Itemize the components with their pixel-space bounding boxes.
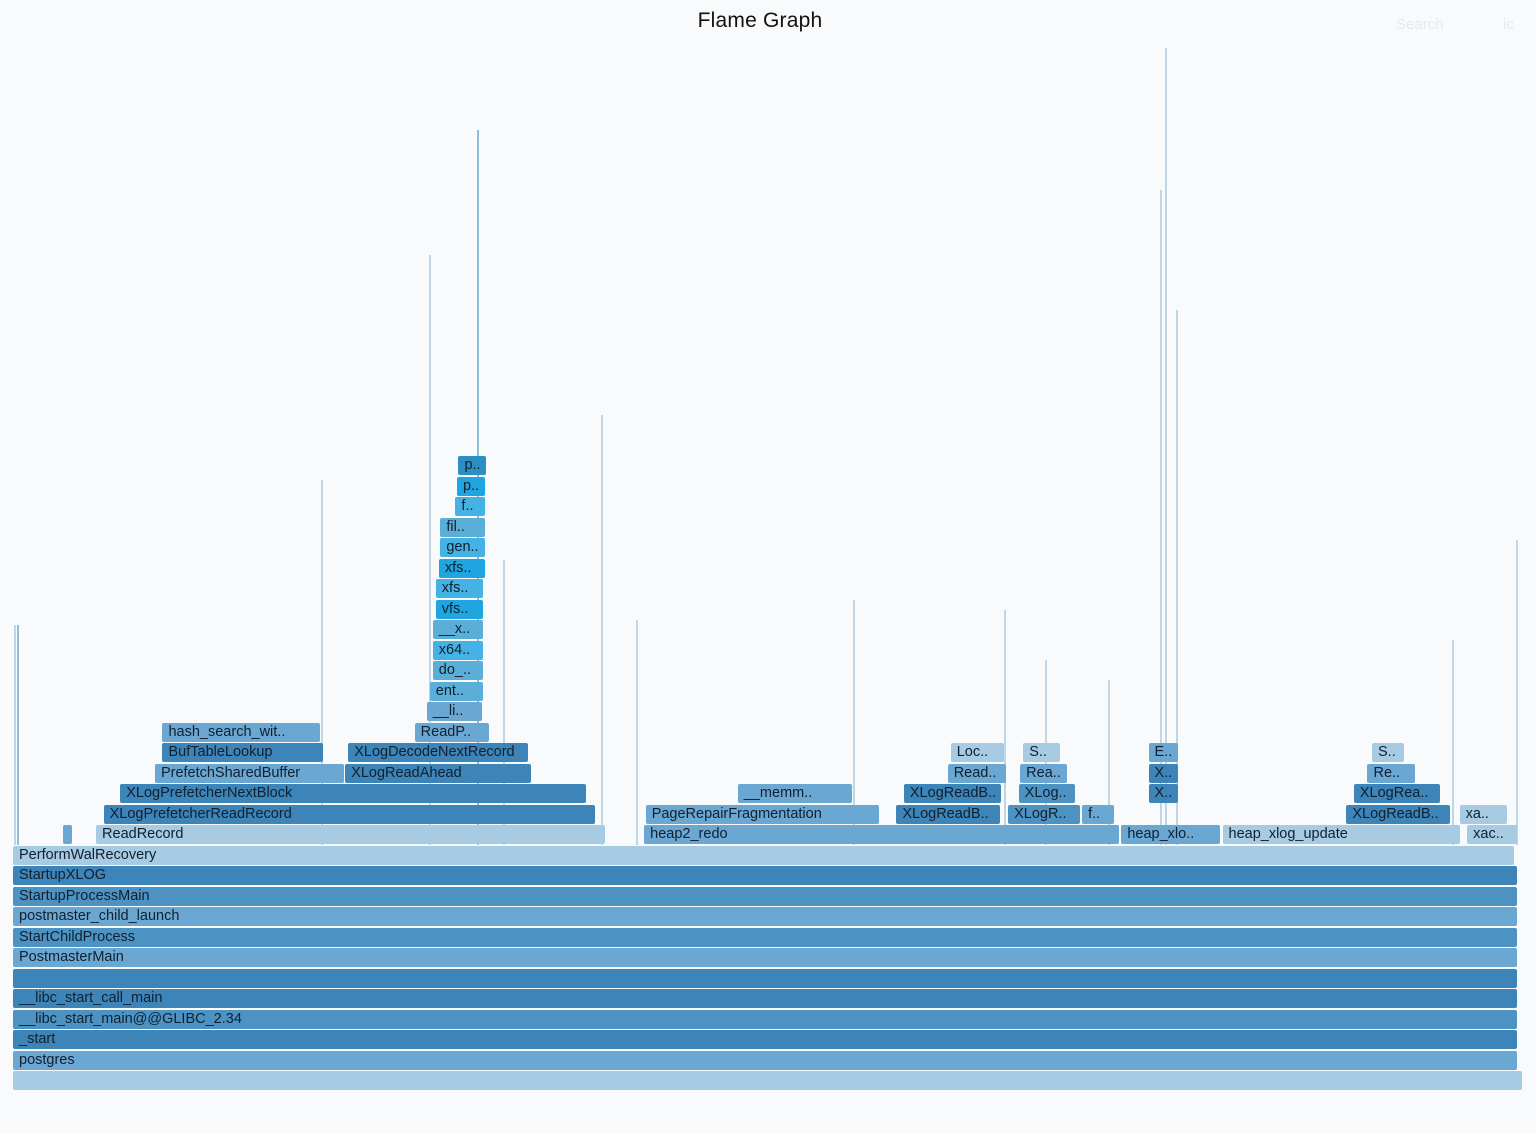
flame-frame[interactable]: XLogReadB.. bbox=[903, 784, 1002, 803]
flame-frame[interactable]: __libc_start_main@@GLIBC_2.34 bbox=[13, 1009, 1518, 1029]
flame-frame[interactable]: XLogRea.. bbox=[1353, 784, 1441, 803]
flame-frame[interactable]: __li.. bbox=[426, 702, 482, 721]
narrow-frame-column bbox=[853, 600, 855, 845]
flame-frame[interactable]: hash_search_wit.. bbox=[162, 722, 321, 742]
flame-frame[interactable]: ReadRecord bbox=[96, 825, 606, 844]
narrow-frame-column bbox=[636, 620, 638, 845]
flame-frame[interactable]: __x.. bbox=[432, 620, 484, 639]
flame-frame[interactable]: Read.. bbox=[947, 763, 1006, 783]
flame-frame[interactable]: xfs.. bbox=[438, 558, 485, 578]
flame-frame[interactable]: x64.. bbox=[432, 640, 484, 660]
narrow-frame-column bbox=[17, 625, 19, 845]
flame-frame[interactable]: PrefetchSharedBuffer bbox=[154, 763, 345, 783]
flame-frame[interactable]: XLogR.. bbox=[1008, 804, 1080, 824]
narrow-frame-column bbox=[14, 625, 16, 845]
flame-frame[interactable]: f.. bbox=[455, 497, 485, 516]
flame-frame[interactable]: f.. bbox=[1082, 804, 1115, 824]
flame-frame[interactable]: StartChildProcess bbox=[13, 927, 1518, 947]
flame-frame[interactable]: __memm.. bbox=[737, 784, 852, 803]
narrow-frame-column bbox=[1516, 540, 1518, 845]
flame-frame[interactable]: StartupProcessMain bbox=[13, 886, 1518, 906]
flame-frame[interactable]: heap2_redo bbox=[644, 825, 1119, 844]
narrow-frame-column bbox=[601, 415, 603, 845]
flame-frame[interactable]: gen.. bbox=[440, 538, 485, 557]
flame-frame[interactable]: XLog.. bbox=[1018, 784, 1076, 803]
narrow-frame-column bbox=[1004, 610, 1006, 845]
flame-frame[interactable] bbox=[13, 1071, 1522, 1090]
flame-frame[interactable]: vfs.. bbox=[435, 599, 484, 619]
ignore-case-toggle[interactable]: ic bbox=[1503, 16, 1514, 33]
flame-frame[interactable]: Loc.. bbox=[950, 743, 1005, 762]
flame-frame[interactable]: heap_xlog_update bbox=[1222, 825, 1461, 844]
narrow-frame-column bbox=[503, 560, 505, 845]
flame-frame[interactable]: XLogDecodeNextRecord bbox=[348, 743, 529, 762]
flame-frame[interactable]: Re.. bbox=[1367, 763, 1415, 783]
narrow-frame-column bbox=[1108, 680, 1110, 845]
flame-frame[interactable]: E.. bbox=[1148, 743, 1178, 762]
flame-frame[interactable]: p.. bbox=[458, 456, 487, 475]
flame-frame[interactable]: PostmasterMain bbox=[13, 948, 1518, 967]
flame-frame[interactable]: X.. bbox=[1148, 784, 1178, 803]
flame-frame[interactable]: XLogPrefetcherReadRecord bbox=[103, 804, 595, 824]
flame-frame[interactable]: PerformWalRecovery bbox=[13, 845, 1515, 865]
flame-frame[interactable]: fil.. bbox=[440, 517, 485, 537]
flame-frame[interactable]: postgres bbox=[13, 1050, 1518, 1070]
flame-frame[interactable]: do_.. bbox=[432, 661, 484, 680]
flame-frame[interactable]: _start bbox=[13, 1030, 1518, 1049]
flame-frame[interactable]: p.. bbox=[456, 476, 485, 496]
narrow-frame-column bbox=[429, 255, 431, 845]
flame-frame[interactable]: BufTableLookup bbox=[162, 743, 324, 762]
flame-frame[interactable] bbox=[62, 825, 73, 844]
narrow-frame-column bbox=[1165, 48, 1167, 845]
flame-frame[interactable]: postmaster_child_launch bbox=[13, 907, 1518, 926]
flame-frame[interactable]: XLogReadAhead bbox=[345, 763, 532, 783]
flame-frame[interactable]: XLogPrefetcherNextBlock bbox=[120, 784, 586, 803]
flame-frame[interactable]: Rea.. bbox=[1020, 763, 1068, 783]
flame-frame[interactable] bbox=[13, 968, 1518, 988]
flame-frame[interactable]: X.. bbox=[1148, 763, 1178, 783]
chart-title: Flame Graph bbox=[697, 9, 823, 32]
narrow-frame-column bbox=[1176, 310, 1178, 845]
flame-frame[interactable]: __libc_start_call_main bbox=[13, 989, 1518, 1008]
flame-frame[interactable]: xa.. bbox=[1459, 804, 1507, 824]
flame-frame[interactable]: heap_xlo.. bbox=[1121, 825, 1220, 844]
flame-frame[interactable]: S.. bbox=[1023, 743, 1060, 762]
flame-frame[interactable]: ent.. bbox=[429, 681, 484, 701]
flame-frame[interactable]: XLogReadB.. bbox=[896, 804, 1000, 824]
flame-frame[interactable]: S.. bbox=[1372, 743, 1405, 762]
narrow-frame-column bbox=[1160, 190, 1162, 845]
narrow-frame-column bbox=[321, 480, 323, 845]
flame-frame[interactable]: StartupXLOG bbox=[13, 866, 1518, 885]
flame-frame[interactable]: XLogReadB.. bbox=[1346, 804, 1450, 824]
flame-frame[interactable]: xac.. bbox=[1467, 825, 1518, 844]
search-button[interactable]: Search bbox=[1396, 16, 1444, 33]
flame-frame[interactable]: PageRepairFragmentation bbox=[645, 804, 879, 824]
flame-frame[interactable]: ReadP.. bbox=[414, 722, 490, 742]
flame-frame[interactable]: xfs.. bbox=[435, 579, 484, 598]
narrow-frame-column bbox=[1452, 640, 1454, 845]
